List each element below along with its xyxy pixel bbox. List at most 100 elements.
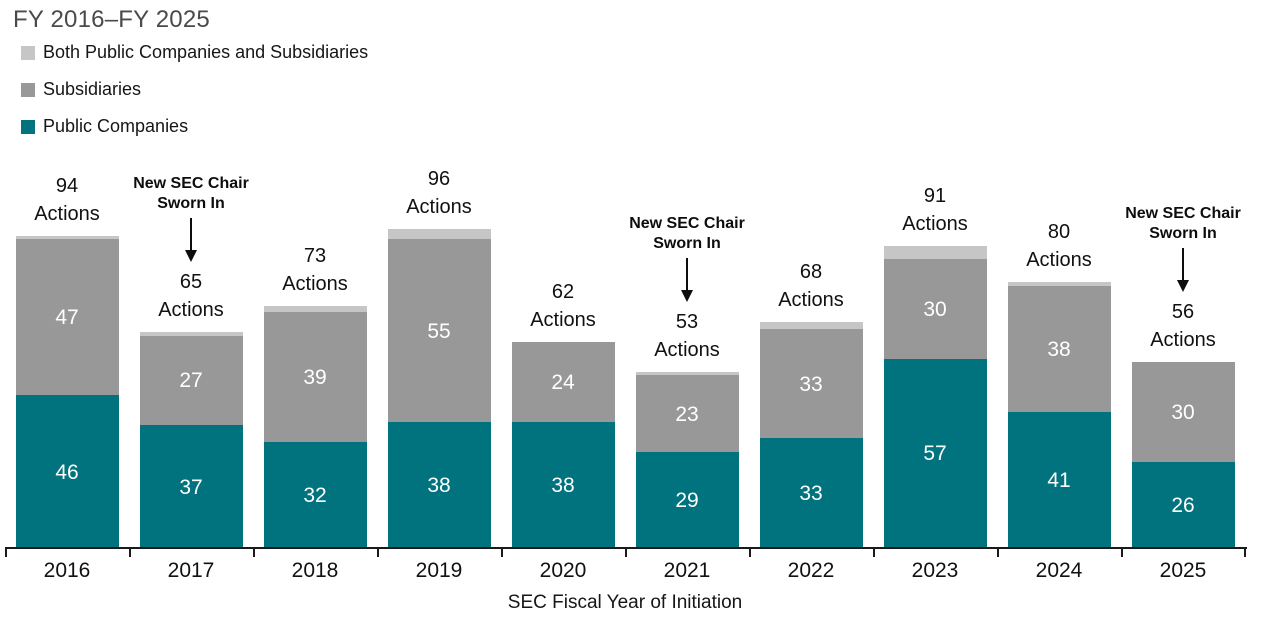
- bar-segment-both-public-companies-and-subsidiaries: [387, 229, 491, 240]
- bar-segment-both-public-companies-and-subsidiaries: [139, 332, 243, 336]
- legend-label-both: Both Public Companies and Subsidiaries: [43, 42, 369, 62]
- bar-segment-subsidiaries: [15, 239, 119, 396]
- bar-segment-subsidiaries: [1007, 285, 1111, 412]
- total-label: 96 Actions: [369, 165, 509, 221]
- total-label: 62 Actions: [493, 278, 633, 334]
- bar-segment-public-companies: [263, 441, 367, 548]
- total-suffix: Actions: [406, 196, 472, 219]
- bar-segment-subsidiaries: [759, 328, 863, 439]
- bar-value-label: 39: [303, 366, 327, 390]
- total-label: 73 Actions: [245, 242, 385, 298]
- bar-value-label: 38: [551, 473, 575, 497]
- total-value: 80: [1047, 221, 1071, 244]
- total-value: 91: [923, 184, 947, 207]
- annotation-text: New SEC Chair Sworn In: [133, 175, 249, 213]
- bar-value-label: 33: [799, 482, 823, 506]
- total-label: 65 Actions: [121, 268, 261, 324]
- legend-label-subsidiaries: Subsidiaries: [43, 79, 142, 99]
- x-axis-tick: [997, 548, 999, 557]
- bar-value-label: 29: [675, 488, 699, 512]
- bar-value-label: 38: [1047, 337, 1071, 361]
- bar-value-label: 23: [675, 402, 699, 426]
- total-value: 68: [799, 261, 823, 284]
- bar-value-label: 57: [923, 442, 947, 466]
- bar-value-label: 32: [303, 483, 327, 507]
- bar-segment-public-companies: [139, 425, 243, 548]
- bar-segment-public-companies: [511, 421, 615, 548]
- x-tick-label-2024: 2024: [1035, 559, 1083, 582]
- bar-segment-public-companies: [1131, 461, 1235, 548]
- annotation-text: New SEC Chair Sworn In: [629, 215, 745, 253]
- x-axis-tick: [1244, 548, 1246, 557]
- bar-segment-subsidiaries: [635, 375, 739, 452]
- bar-value-label: 26: [1171, 493, 1195, 517]
- total-value: 96: [427, 168, 451, 191]
- total-suffix: Actions: [530, 309, 596, 332]
- bar-segment-public-companies: [387, 421, 491, 548]
- total-label: 56 Actions: [1113, 298, 1253, 354]
- bar-segment-subsidiaries: [883, 259, 987, 359]
- bar-segment-subsidiaries: [511, 342, 615, 422]
- total-value: 62: [551, 281, 575, 304]
- total-value: 56: [1171, 301, 1195, 324]
- total-suffix: Actions: [778, 289, 844, 312]
- bar-segment-public-companies: [1007, 411, 1111, 548]
- legend-item-both: Both Public Companies and Subsidiaries: [21, 42, 369, 62]
- down-arrow-icon: [681, 258, 693, 303]
- legend-item-subsidiaries: Subsidiaries: [21, 79, 368, 99]
- x-axis-tick: [873, 548, 875, 557]
- total-suffix: Actions: [34, 202, 100, 225]
- total-label: 53 Actions: [617, 308, 757, 364]
- bar-segment-both-public-companies-and-subsidiaries: [635, 372, 739, 376]
- x-tick-label-2020: 2020: [539, 559, 587, 582]
- total-suffix: Actions: [158, 299, 224, 322]
- bar-value-label: 46: [55, 460, 79, 484]
- total-suffix: Actions: [1026, 249, 1092, 272]
- down-arrow-icon: [1177, 248, 1189, 293]
- bar-segment-public-companies: [635, 451, 739, 548]
- x-axis-tick: [749, 548, 751, 557]
- x-tick-label-2016: 2016: [43, 559, 91, 582]
- bar-segment-subsidiaries: [139, 335, 243, 426]
- legend-swatch-public-companies: [21, 119, 35, 134]
- x-tick-label-2019: 2019: [415, 559, 463, 582]
- x-axis-title: SEC Fiscal Year of Initiation: [507, 592, 743, 613]
- x-tick-label-2017: 2017: [167, 559, 215, 582]
- bar-value-label: 33: [799, 372, 823, 396]
- x-tick-label-2023: 2023: [911, 559, 959, 582]
- chart-title: FY 2016–FY 2025: [13, 6, 210, 33]
- total-suffix: Actions: [282, 272, 348, 295]
- bar-segment-both-public-companies-and-subsidiaries: [263, 305, 367, 313]
- down-arrow-icon: [185, 218, 197, 263]
- x-tick-label-2025: 2025: [1159, 559, 1207, 582]
- total-label: 94 Actions: [0, 172, 137, 228]
- bar-value-label: 37: [179, 475, 203, 499]
- x-axis-tick: [129, 548, 131, 557]
- chart-legend: Both Public Companies and Subsidiaries S…: [21, 42, 369, 155]
- bar-value-label: 47: [55, 306, 79, 330]
- total-value: 94: [55, 174, 79, 197]
- total-suffix: Actions: [1150, 329, 1216, 352]
- bar-segment-public-companies: [15, 395, 119, 548]
- total-label: 80 Actions: [989, 218, 1129, 274]
- bar-segment-both-public-companies-and-subsidiaries: [1007, 282, 1111, 286]
- total-value: 65: [179, 271, 203, 294]
- bar-value-label: 38: [427, 473, 451, 497]
- x-axis-tick: [5, 548, 7, 557]
- total-value: 53: [675, 311, 699, 334]
- annotation-text: New SEC Chair Sworn In: [1125, 205, 1241, 243]
- annotation-new-sec-chair: New SEC Chair Sworn In: [101, 174, 281, 263]
- bar-value-label: 27: [179, 369, 203, 393]
- bar-value-label: 41: [1047, 468, 1071, 492]
- total-label: 91 Actions: [865, 182, 1005, 238]
- bar-segment-subsidiaries: [263, 312, 367, 442]
- x-axis-tick: [377, 548, 379, 557]
- total-value: 73: [303, 244, 327, 267]
- bar-segment-public-companies: [883, 358, 987, 548]
- bar-value-label: 55: [427, 319, 451, 343]
- bar-segment-both-public-companies-and-subsidiaries: [883, 245, 987, 260]
- legend-swatch-subsidiaries: [21, 82, 35, 97]
- legend-label-public-companies: Public Companies: [43, 116, 189, 136]
- bar-segment-public-companies: [759, 438, 863, 548]
